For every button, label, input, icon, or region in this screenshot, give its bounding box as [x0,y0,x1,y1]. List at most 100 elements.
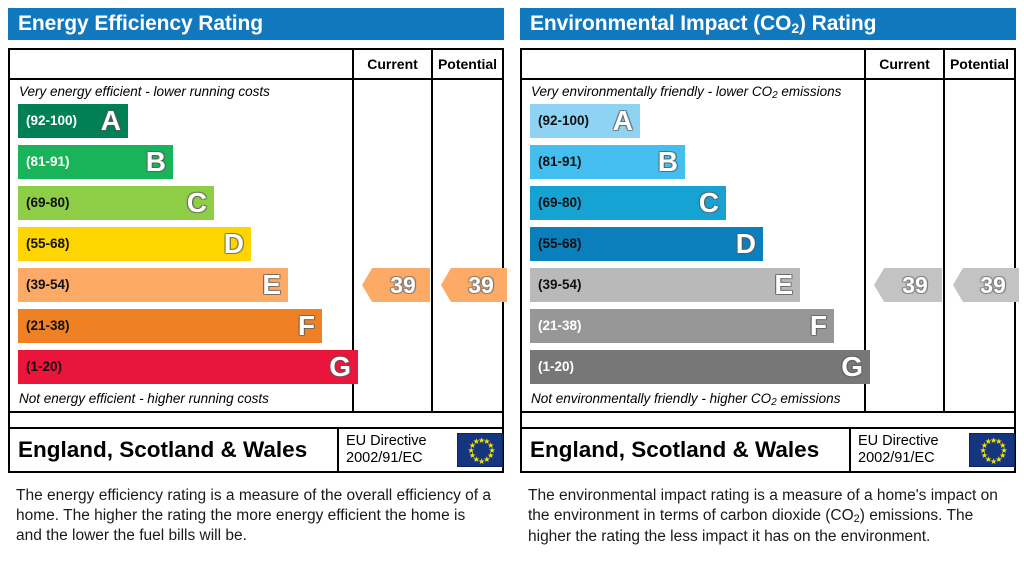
energy-band-d-letter: D [223,228,244,259]
environmental-title-prefix: Environmental Impact (CO [530,12,792,35]
eu-star-icon: ★ [478,456,486,466]
energy-band-e-range: (39-54) [26,277,70,292]
environmental-directive-line-1: EU Directive [858,433,939,449]
environmental-band-a-range: (92-100) [538,113,590,128]
environmental-footer-region: England, Scotland & Wales [530,437,820,462]
environmental-header-row: Current Potential [522,50,1014,80]
environmental-band-g-range: (1-20) [538,359,575,374]
environmental-footer: England, Scotland & Wales EU Directive 2… [520,427,1016,473]
environmental-band-a: (92-100) A [530,104,640,138]
energy-band-list: (92-100) A (81-91) B (69-80) C (55-68) D… [10,104,358,387]
environmental-current-rating-arrow: 39 [874,268,942,302]
energy-efficiency-title: Energy Efficiency Rating [8,8,504,40]
environmental-directive-line-2: 2002/91/EC [858,450,935,466]
environmental-description-prefix: The environmental impact rating is a mea… [528,487,998,524]
eu-star-icon: ★ [995,455,1003,465]
environmental-band-f: (21-38) F [530,309,834,343]
energy-current-rating-arrow: 39 [362,268,430,302]
environmental-band-f-letter: F [809,310,827,341]
environmental-caption-top-subscript: 2 [772,90,778,101]
eu-star-icon: ★ [468,440,477,450]
eu-star-icon: ★ [467,446,475,455]
eu-star-icon: ★ [483,455,491,465]
energy-directive-line-1: EU Directive [346,433,427,449]
eu-star-icon: ★ [979,446,987,455]
energy-footer-directive: EU Directive 2002/91/EC [346,433,446,467]
environmental-column-divider-1 [864,50,866,411]
environmental-band-list: (92-100) A (81-91) B (69-80) C (55-68) D… [522,104,870,387]
environmental-title-suffix: ) Rating [799,12,877,35]
energy-band-a-letter: A [100,105,121,136]
energy-band-f-range: (21-38) [26,318,70,333]
environmental-band-d-letter: D [735,228,756,259]
environmental-band-c: (69-80) C [530,186,726,220]
environmental-caption-bottom-suffix: emissions [776,391,841,406]
energy-potential-rating-arrow: 39 [441,268,507,302]
environmental-band-e-range: (39-54) [538,277,582,292]
energy-current-column-header: Current [367,56,418,72]
environmental-caption-rule [522,411,1014,413]
environmental-description: The environmental impact rating is a mea… [528,486,1004,547]
eu-flag-icon: ★ ★ ★ ★ ★ ★ ★ ★ ★ ★ ★ ★ [457,433,503,467]
energy-efficiency-table: Current Potential Very energy efficient … [8,48,507,473]
energy-band-g-letter: G [329,351,351,382]
energy-caption-top: Very energy efficient - lower running co… [19,84,270,99]
energy-band-g: (1-20) G [18,350,358,384]
eu-star-icon: ★ [995,436,1003,446]
eu-star-icon: ★ [980,451,989,461]
energy-caption-rule [10,411,502,413]
environmental-band-d: (55-68) D [530,227,763,261]
eu-star-icon: ★ [468,451,477,461]
energy-band-f-letter: F [297,310,315,341]
eu-flag-icon: ★ ★ ★ ★ ★ ★ ★ ★ ★ ★ ★ ★ [969,433,1015,467]
energy-efficiency-header-row: Current Potential [10,50,502,80]
environmental-description-subscript: 2 [853,513,860,525]
energy-band-c-letter: C [186,187,207,218]
environmental-caption-bottom-subscript: 2 [771,397,777,408]
energy-description: The energy efficiency rating is a measur… [16,487,492,544]
environmental-band-b-letter: B [657,146,678,177]
environmental-band-a-letter: A [612,105,633,136]
energy-efficiency-title-text: Energy Efficiency Rating [18,12,263,35]
environmental-potential-column-header: Potential [949,56,1010,72]
environmental-caption-top: Very environmentally friendly - lower CO… [522,80,864,104]
eu-star-icon: ★ [478,435,486,445]
energy-footer: England, Scotland & Wales EU Directive 2… [8,427,504,473]
eu-star-icon: ★ [488,446,496,455]
eu-star-icon: ★ [980,440,989,450]
environmental-impact-table: Current Potential Very environmentally f… [520,48,1019,473]
environmental-band-g-letter: G [841,351,863,382]
eu-star-icon: ★ [999,451,1007,461]
eu-star-icon: ★ [1000,446,1008,455]
eu-star-icon: ★ [984,436,992,446]
energy-band-d-range: (55-68) [26,236,70,251]
energy-band-c: (69-80) C [18,186,214,220]
energy-caption-bottom: Not energy efficient - higher running co… [19,391,269,406]
energy-directive-line-2: 2002/91/EC [346,450,423,466]
environmental-band-g: (1-20) G [530,350,870,384]
environmental-band-b-range: (81-91) [538,154,582,169]
energy-band-b-range: (81-91) [26,154,70,169]
environmental-band-d-range: (55-68) [538,236,582,251]
energy-efficiency-panel: Energy Efficiency Rating Current Potenti… [8,8,507,544]
environmental-impact-title: Environmental Impact (CO2) Rating [520,8,1016,40]
environmental-caption-bottom-prefix: Not environmentally friendly - higher CO [531,391,772,406]
environmental-footer-divider [849,429,851,471]
energy-column-divider-1 [352,50,354,411]
energy-band-e: (39-54) E [18,268,288,302]
environmental-current-column-header: Current [879,56,930,72]
environmental-column-divider-2 [943,50,945,411]
energy-band-f: (21-38) F [18,309,322,343]
energy-band-d: (55-68) D [18,227,251,261]
energy-footer-divider [337,429,339,471]
energy-potential-column-header: Potential [437,56,498,72]
environmental-caption-top-suffix: emissions [777,84,842,99]
environmental-title-subscript: 2 [791,20,799,36]
environmental-footer-directive: EU Directive 2002/91/EC [858,433,958,467]
energy-band-c-range: (69-80) [26,195,70,210]
environmental-description-suffix: ) emissions. The higher the rating the l… [528,507,974,545]
environmental-caption-top-prefix: Very environmentally friendly - lower CO [531,84,773,99]
energy-band-a: (92-100) A [18,104,128,138]
eu-star-icon: ★ [990,435,998,445]
